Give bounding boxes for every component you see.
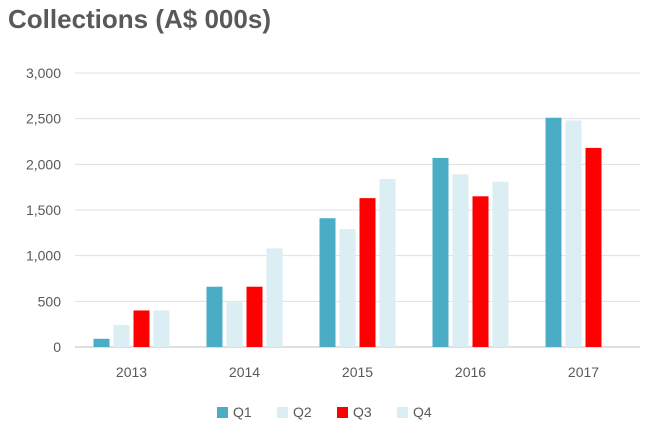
y-tick-label: 0 [53, 339, 61, 355]
bar-q3-2014 [246, 286, 263, 347]
legend-label-q4[interactable]: Q4 [413, 404, 432, 420]
bar-q1-2016 [432, 157, 449, 347]
bar-q2-2017 [565, 120, 582, 347]
bar-q1-2014 [206, 286, 223, 347]
y-axis-ticks: 0 500 1,000 1,500 2,000 2,500 3,000 [26, 65, 61, 355]
y-tick-label: 2,500 [26, 111, 61, 127]
bar-q3-2017 [585, 147, 602, 347]
y-tick-label: 1,000 [26, 248, 61, 264]
legend-swatch-q4 [397, 407, 408, 418]
x-tick-label: 2016 [455, 364, 486, 380]
bar-q2-2014 [226, 302, 243, 347]
x-tick-label: 2013 [116, 364, 147, 380]
bar-q4-2014 [266, 248, 283, 347]
y-tick-label: 500 [38, 293, 62, 309]
legend-swatch-q2 [277, 407, 288, 418]
y-tick-label: 1,500 [26, 202, 61, 218]
bar-q2-2015 [339, 229, 356, 347]
legend-label-q2[interactable]: Q2 [293, 404, 312, 420]
x-tick-label: 2014 [229, 364, 260, 380]
legend-swatch-q3 [337, 407, 348, 418]
bar-q1-2017 [545, 117, 562, 348]
bar-q3-2016 [472, 196, 489, 347]
bar-q2-2013 [113, 325, 130, 347]
bars [93, 117, 602, 348]
bar-q2-2016 [452, 174, 469, 347]
bar-q4-2016 [492, 181, 509, 347]
bar-q1-2013 [93, 338, 110, 347]
x-tick-label: 2015 [342, 364, 373, 380]
y-tick-label: 3,000 [26, 65, 61, 81]
x-axis-ticks: 2013 2014 2015 2016 2017 [116, 364, 599, 380]
y-tick-label: 2,000 [26, 156, 61, 172]
legend[interactable]: Q1 Q2 Q3 Q4 [217, 404, 432, 420]
bar-q4-2015 [379, 178, 396, 347]
bar-q1-2015 [319, 218, 336, 347]
bar-q3-2013 [133, 310, 150, 347]
x-tick-label: 2017 [568, 364, 599, 380]
legend-swatch-q1 [217, 407, 228, 418]
bar-q4-2013 [153, 310, 170, 347]
bar-q3-2015 [359, 198, 376, 347]
legend-label-q3[interactable]: Q3 [353, 404, 372, 420]
chart-title: Collections (A$ 000s) [8, 4, 271, 34]
legend-label-q1[interactable]: Q1 [233, 404, 252, 420]
